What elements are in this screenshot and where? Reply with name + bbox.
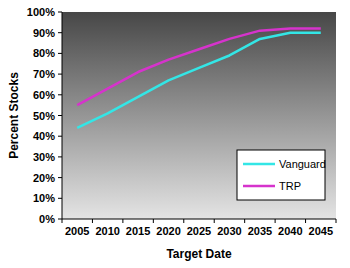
x-tick-label: 2015	[126, 225, 150, 237]
y-tick-label: 60%	[33, 89, 55, 101]
x-tick	[275, 219, 276, 223]
x-tick	[305, 219, 306, 223]
legend-label: Vanguard	[279, 158, 326, 170]
y-axis-title: Percent Stocks	[7, 72, 21, 159]
x-tick	[214, 219, 215, 223]
y-tick	[58, 53, 62, 54]
y-tick	[58, 74, 62, 75]
y-tick-label: 40%	[33, 130, 55, 142]
y-tick	[58, 32, 62, 33]
legend: Vanguard TRP	[237, 150, 326, 200]
x-tick-label: 2020	[156, 225, 180, 237]
x-tick	[122, 219, 123, 223]
y-tick-label: 100%	[27, 6, 55, 18]
x-tick	[244, 219, 245, 223]
y-tick-label: 50%	[33, 110, 55, 122]
legend-swatch	[243, 185, 275, 188]
x-tick-label: 2030	[217, 225, 241, 237]
x-tick-label: 2045	[309, 225, 333, 237]
x-tick	[336, 219, 337, 223]
x-tick	[153, 219, 154, 223]
y-tick-label: 80%	[33, 47, 55, 59]
chart: 0% 10% 20% 30% 40% 50% 60% 70% 80% 90% 100% 2005 201…	[0, 0, 350, 268]
y-tick	[58, 94, 62, 95]
legend-swatch	[243, 163, 275, 166]
y-tick-label: 30%	[33, 151, 55, 163]
y-tick	[58, 12, 62, 13]
legend-label: TRP	[279, 180, 301, 192]
y-tick	[58, 115, 62, 116]
y-tick	[58, 136, 62, 137]
plot-background	[62, 12, 336, 219]
y-tick	[58, 219, 62, 220]
x-tick-label: 2010	[95, 225, 119, 237]
chart-container: 0% 10% 20% 30% 40% 50% 60% 70% 80% 90% 100% 2005 201…	[0, 0, 350, 268]
y-tick-label: 10%	[33, 192, 55, 204]
series-line	[77, 33, 321, 128]
x-tick	[92, 219, 93, 223]
x-tick-label: 2040	[278, 225, 302, 237]
y-tick	[58, 198, 62, 199]
y-tick-label: 0%	[39, 213, 55, 225]
x-tick	[62, 219, 63, 223]
series-line	[77, 29, 321, 106]
x-tick-label: 2025	[187, 225, 211, 237]
series-group	[77, 29, 321, 128]
x-tick-label: 2005	[65, 225, 89, 237]
y-tick-label: 90%	[33, 27, 55, 39]
y-tick-label: 70%	[33, 68, 55, 80]
x-tick	[183, 219, 184, 223]
y-tick-label: 20%	[33, 172, 55, 184]
y-tick	[58, 156, 62, 157]
legend-box	[237, 150, 325, 200]
y-tick	[58, 177, 62, 178]
x-axis	[62, 219, 336, 220]
x-axis-title: Target Date	[166, 247, 231, 261]
x-tick-label: 2035	[248, 225, 272, 237]
